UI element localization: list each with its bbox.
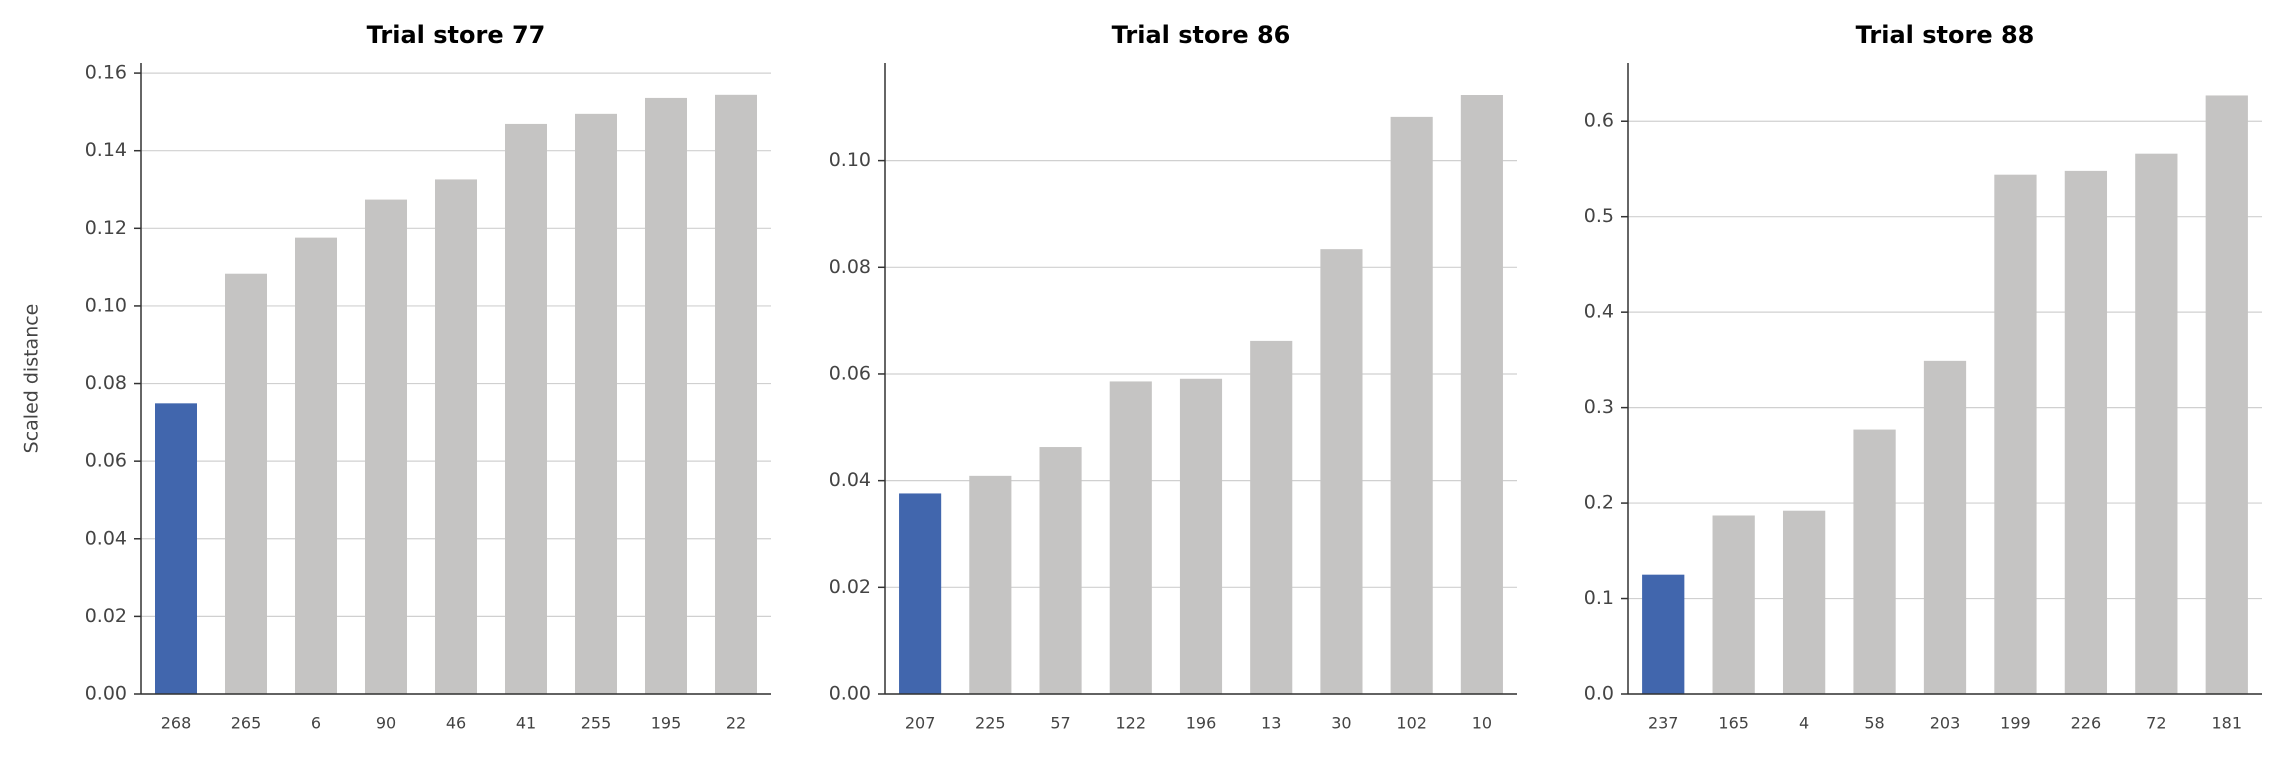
- bar: [295, 237, 337, 695]
- x-tick-label: 22: [726, 714, 746, 733]
- y-tick-label: 0.00: [85, 683, 127, 705]
- bar: [2064, 170, 2108, 695]
- bar: [645, 97, 687, 694]
- y-tick-label: 0.14: [85, 139, 127, 161]
- bar: [505, 123, 547, 694]
- x-tick-label: 58: [1864, 714, 1884, 733]
- bar: [1853, 429, 1896, 694]
- bar: [1994, 174, 2037, 694]
- x-tick-label: 72: [2146, 714, 2166, 733]
- x-tick-label: 265: [231, 714, 262, 733]
- y-tick-label: 0.06: [829, 362, 871, 384]
- bar: [2135, 153, 2178, 694]
- bar: [575, 113, 617, 694]
- x-tick-label: 102: [1396, 714, 1427, 733]
- bar: [1712, 515, 1755, 694]
- y-tick-label: 0.08: [85, 372, 127, 394]
- y-tick-label: 0.06: [85, 450, 127, 472]
- y-tick-label: 0.12: [85, 217, 127, 239]
- y-tick-label: 0.00: [829, 683, 871, 705]
- y-tick-label: 0.10: [85, 294, 127, 316]
- x-tick-label: 41: [516, 714, 536, 733]
- bar: [2205, 95, 2248, 694]
- bar: [1782, 510, 1826, 694]
- x-tick-label: 4: [1799, 714, 1809, 733]
- bar: [1179, 378, 1223, 694]
- x-tick-label: 199: [2000, 714, 2031, 733]
- y-tick-label: 0.04: [85, 527, 127, 549]
- y-axis-label: Scaled distance: [21, 304, 43, 454]
- x-tick-label: 181: [2212, 714, 2243, 733]
- x-tick-label: 13: [1261, 714, 1281, 733]
- x-tick-label: 122: [1116, 714, 1147, 733]
- x-tick-label: 207: [905, 714, 936, 733]
- x-tick-label: 165: [1718, 714, 1749, 733]
- chart-title: Trial store 77: [367, 21, 546, 49]
- bar: [1109, 381, 1152, 694]
- y-tick-label: 0.08: [829, 256, 871, 278]
- bar: [365, 199, 407, 694]
- bar: [1390, 116, 1433, 694]
- x-tick-label: 46: [446, 714, 466, 733]
- bar: [899, 493, 942, 694]
- x-tick-label: 225: [975, 714, 1006, 733]
- y-tick-label: 0.4: [1584, 301, 1614, 323]
- y-tick-label: 0.16: [85, 62, 127, 84]
- x-tick-label: 10: [1472, 714, 1492, 733]
- x-tick-label: 268: [161, 714, 192, 733]
- bar: [1250, 340, 1293, 694]
- x-tick-label: 30: [1331, 714, 1351, 733]
- chart-title: Trial store 86: [1112, 21, 1291, 49]
- y-tick-label: 0.04: [829, 469, 871, 491]
- y-tick-label: 0.1: [1584, 587, 1614, 609]
- bar: [1642, 574, 1685, 694]
- y-tick-label: 0.6: [1584, 110, 1614, 132]
- x-tick-label: 6: [311, 714, 321, 733]
- y-tick-label: 0.2: [1584, 492, 1614, 514]
- y-tick-label: 0.10: [829, 149, 871, 171]
- bar: [1320, 249, 1363, 694]
- y-tick-label: 0.0: [1584, 683, 1614, 705]
- bar: [715, 94, 757, 694]
- bar: [1039, 447, 1082, 694]
- x-tick-label: 226: [2071, 714, 2102, 733]
- bar: [1923, 360, 1967, 694]
- bar: [435, 179, 477, 695]
- x-tick-label: 255: [581, 714, 612, 733]
- x-tick-label: 203: [1930, 714, 1961, 733]
- y-tick-label: 0.5: [1584, 205, 1614, 227]
- y-tick-label: 0.02: [85, 605, 127, 627]
- bar: [1460, 95, 1503, 695]
- x-tick-label: 90: [376, 714, 396, 733]
- x-tick-label: 196: [1186, 714, 1217, 733]
- y-tick-label: 0.02: [829, 576, 871, 598]
- bar: [969, 475, 1012, 694]
- x-tick-label: 195: [651, 714, 682, 733]
- chart-title: Trial store 88: [1856, 21, 2035, 49]
- bar: [225, 273, 267, 694]
- x-tick-label: 57: [1050, 714, 1070, 733]
- x-tick-label: 237: [1648, 714, 1679, 733]
- y-tick-label: 0.3: [1584, 396, 1614, 418]
- bar: [155, 403, 197, 694]
